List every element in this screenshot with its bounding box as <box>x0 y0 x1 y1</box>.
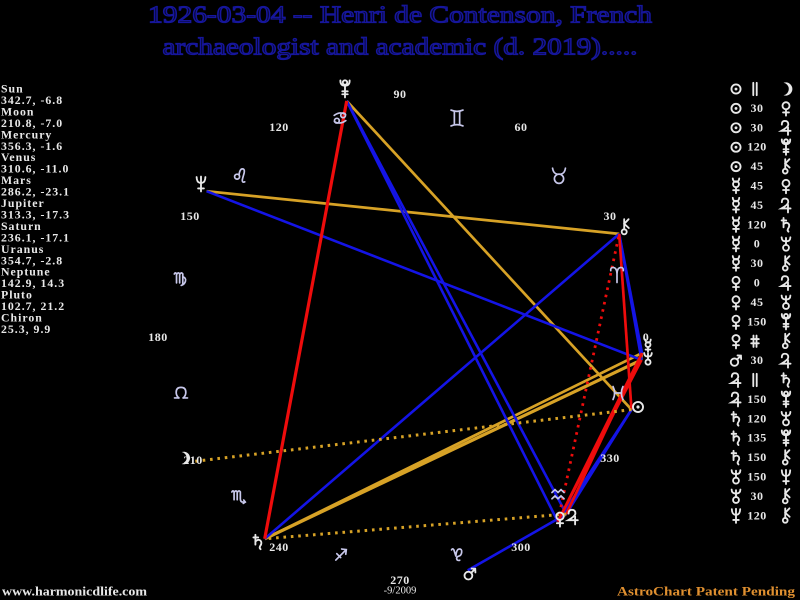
svg-text:150: 150 <box>747 470 767 484</box>
svg-text:0: 0 <box>754 276 761 290</box>
svg-text:AstroChart Patent Pending: AstroChart Patent Pending <box>617 584 796 599</box>
svg-text:Sun: Sun <box>1 82 24 96</box>
svg-text:Uranus: Uranus <box>1 242 44 256</box>
svg-text:210.8, -7.0: 210.8, -7.0 <box>1 116 63 130</box>
svg-text:120: 120 <box>747 508 767 522</box>
svg-text:www.harmonicdlife.com: www.harmonicdlife.com <box>2 585 148 599</box>
svg-text:236.1, -17.1: 236.1, -17.1 <box>1 230 70 244</box>
svg-text:286.2, -23.1: 286.2, -23.1 <box>1 185 70 199</box>
svg-text:Jupiter: Jupiter <box>1 196 45 210</box>
svg-text:30: 30 <box>751 353 764 367</box>
svg-text:Moon: Moon <box>1 104 35 118</box>
svg-text:142.9, 14.3: 142.9, 14.3 <box>1 276 65 290</box>
svg-text:120: 120 <box>269 120 289 134</box>
svg-text:310.6, -11.0: 310.6, -11.0 <box>1 162 69 176</box>
svg-text:25.3, 9.9: 25.3, 9.9 <box>1 322 51 336</box>
svg-text:150: 150 <box>180 209 200 223</box>
svg-text:150: 150 <box>747 314 767 328</box>
svg-text:Venus: Venus <box>1 150 36 164</box>
svg-text:45: 45 <box>751 179 764 193</box>
svg-text:Mars: Mars <box>1 173 32 187</box>
svg-text:45: 45 <box>751 295 764 309</box>
svg-text:0: 0 <box>643 330 650 344</box>
svg-text:-9/2009: -9/2009 <box>384 586 417 597</box>
svg-text:45: 45 <box>751 159 764 173</box>
svg-text:30: 30 <box>751 489 764 503</box>
svg-text:Mercury: Mercury <box>1 127 52 141</box>
svg-text:30: 30 <box>604 209 617 223</box>
svg-text:330: 330 <box>600 451 620 465</box>
svg-text:90: 90 <box>394 87 407 101</box>
svg-text:1926-03-04 -- Henri de Contens: 1926-03-04 -- Henri de Contenson, French <box>148 2 652 29</box>
svg-text:30: 30 <box>751 256 764 270</box>
svg-text:342.7, -6.8: 342.7, -6.8 <box>1 93 63 107</box>
svg-text:240: 240 <box>269 540 289 554</box>
svg-text:Saturn: Saturn <box>1 219 42 233</box>
svg-text:120: 120 <box>747 140 767 154</box>
svg-text:150: 150 <box>747 392 767 406</box>
svg-text:Chiron: Chiron <box>1 311 43 325</box>
svg-text:354.7, -2.8: 354.7, -2.8 <box>1 253 63 267</box>
svg-text:300: 300 <box>511 540 531 554</box>
svg-text:313.3, -17.3: 313.3, -17.3 <box>1 208 70 222</box>
svg-text:270: 270 <box>390 573 410 587</box>
svg-text:Pluto: Pluto <box>1 288 33 302</box>
svg-text:356.3, -1.6: 356.3, -1.6 <box>1 139 63 153</box>
svg-text:120: 120 <box>747 217 767 231</box>
svg-text:archaeologist and academic (d.: archaeologist and academic (d. 2019)....… <box>163 34 638 61</box>
svg-text:120: 120 <box>747 411 767 425</box>
svg-text:135: 135 <box>747 431 767 445</box>
svg-text:Neptune: Neptune <box>1 265 51 279</box>
svg-text:150: 150 <box>747 450 767 464</box>
svg-text:102.7, 21.2: 102.7, 21.2 <box>1 299 65 313</box>
svg-text:45: 45 <box>751 198 764 212</box>
svg-text:0: 0 <box>754 237 761 251</box>
svg-text:30: 30 <box>751 101 764 115</box>
svg-text:60: 60 <box>515 120 528 134</box>
svg-text:30: 30 <box>751 120 764 134</box>
svg-text:180: 180 <box>148 330 168 344</box>
